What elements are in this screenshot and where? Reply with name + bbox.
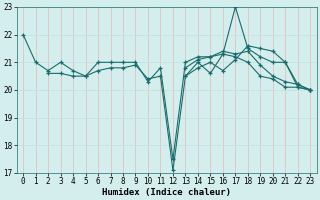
X-axis label: Humidex (Indice chaleur): Humidex (Indice chaleur)	[102, 188, 231, 197]
